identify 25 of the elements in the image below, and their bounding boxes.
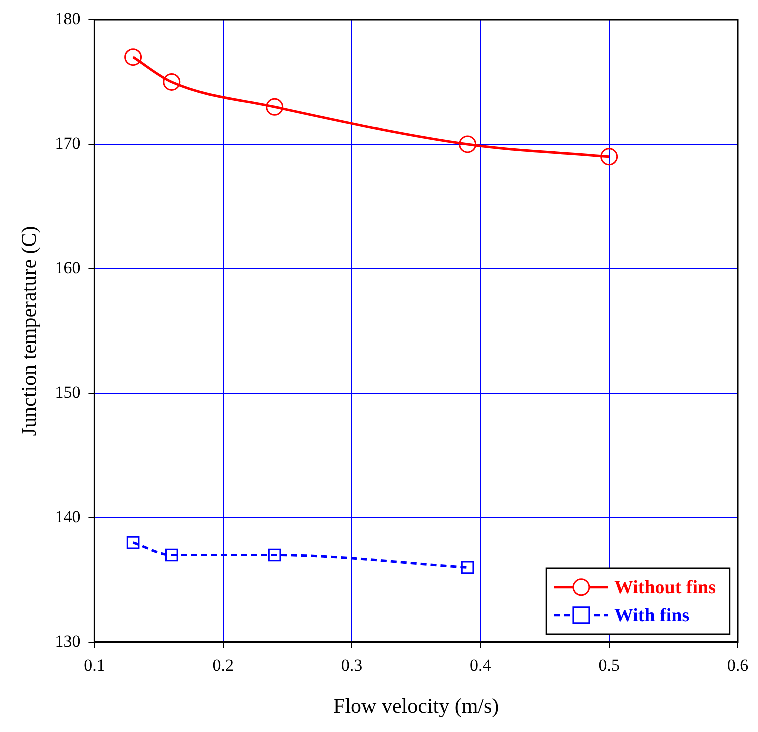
x-tick-label: 0.6 xyxy=(727,656,749,676)
point xyxy=(163,73,181,91)
point xyxy=(461,561,474,574)
x-tick-label: 0.4 xyxy=(470,656,492,676)
x-tick-label: 0.1 xyxy=(84,656,106,676)
point xyxy=(268,548,282,562)
y-tick-label: 140 xyxy=(55,507,81,526)
point xyxy=(266,98,284,116)
y-tick-label: 150 xyxy=(55,382,81,402)
y-tick-label: 170 xyxy=(55,134,81,153)
x-tick-label: 0.5 xyxy=(598,656,620,676)
y-tick-label: 130 xyxy=(55,632,81,651)
y-tick-label: 180 xyxy=(55,9,81,28)
point xyxy=(600,148,618,166)
point xyxy=(126,536,140,550)
point xyxy=(124,48,142,66)
x-tick-label: 0.3 xyxy=(341,656,363,676)
x-tick-label: 0.2 xyxy=(212,656,234,676)
point xyxy=(165,548,178,562)
y-tick-label: 160 xyxy=(55,258,81,278)
x-axis-title: Flow velocity (m/s) xyxy=(334,694,500,718)
legend-label: Without fins xyxy=(614,577,716,598)
point xyxy=(459,136,477,154)
y-axis-title: Junction temperature (C) xyxy=(17,226,42,436)
legend-label: With fins xyxy=(614,605,690,626)
